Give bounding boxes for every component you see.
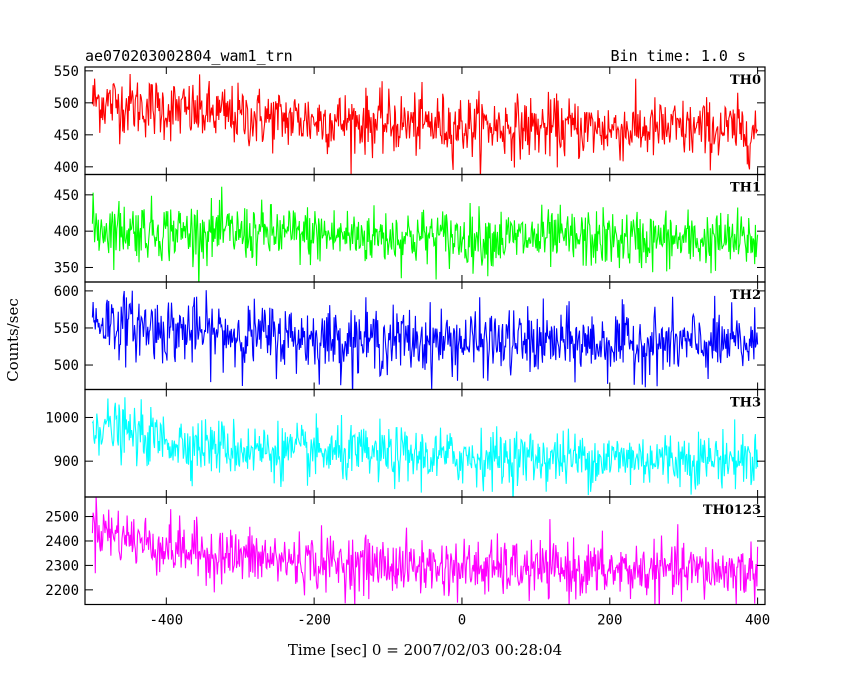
panel-th2: 500 550 600 TH2 xyxy=(54,281,766,391)
y-tick-label: 1000 xyxy=(45,410,79,426)
y-tick-label: 2200 xyxy=(45,583,79,599)
y-tick-label: 400 xyxy=(54,160,79,176)
x-tick-label: 400 xyxy=(745,613,770,629)
y-tick-label: 400 xyxy=(54,224,79,240)
y-tick-label: 900 xyxy=(54,454,79,470)
panel-th1: 350 400 450 TH1 xyxy=(54,173,766,283)
x-tick-label: 0 xyxy=(458,613,466,629)
y-tick-label: 450 xyxy=(54,188,79,204)
chart-title: ae070203002804_wam1_trn xyxy=(85,47,293,65)
x-axis-label: Time [sec] 0 = 2007/02/03 00:28:04 xyxy=(288,641,562,659)
panels: 400 450 500 550 TH0 350 400 450 TH1 500 550 600 TH2 9… xyxy=(45,64,766,606)
y-tick-label: 550 xyxy=(54,64,79,80)
x-axis-ticks: -400 -200 0 200 400 xyxy=(149,613,770,629)
y-tick-label: 500 xyxy=(54,358,79,374)
y-tick-label: 2500 xyxy=(45,510,79,526)
y-tick-label: 500 xyxy=(54,96,79,112)
panel-th0: 400 450 500 550 TH0 xyxy=(54,64,766,176)
panel-th0123: 2200 2300 2400 2500 TH0123 xyxy=(45,496,766,606)
x-tick-label: -200 xyxy=(297,613,331,629)
y-tick-label: 600 xyxy=(54,284,79,300)
series-line-th0 xyxy=(91,73,759,175)
panel-label-th3: TH3 xyxy=(730,396,761,411)
chart-subtitle: Bin time: 1.0 s xyxy=(611,47,746,65)
panel-label-th2: TH2 xyxy=(730,288,761,303)
y-tick-label: 2400 xyxy=(45,534,79,550)
series-line-th0123 xyxy=(91,497,759,605)
panel-label-th0: TH0 xyxy=(730,73,761,88)
y-tick-label: 550 xyxy=(54,321,79,337)
y-axis-label: Counts/sec xyxy=(4,298,22,382)
series-line-th1 xyxy=(91,186,759,282)
panel-frame xyxy=(84,496,766,606)
panel-label-th0123: TH0123 xyxy=(703,503,761,518)
x-tick-label: -400 xyxy=(149,613,183,629)
series-line-th2 xyxy=(91,290,759,390)
y-tick-label: 2300 xyxy=(45,558,79,574)
panel-th3: 900 1000 TH3 xyxy=(45,388,766,498)
series-line-th3 xyxy=(91,397,759,497)
panel-label-th1: TH1 xyxy=(730,181,761,196)
y-tick-label: 350 xyxy=(54,260,79,276)
x-tick-label: 200 xyxy=(597,613,622,629)
y-tick-label: 450 xyxy=(54,128,79,144)
